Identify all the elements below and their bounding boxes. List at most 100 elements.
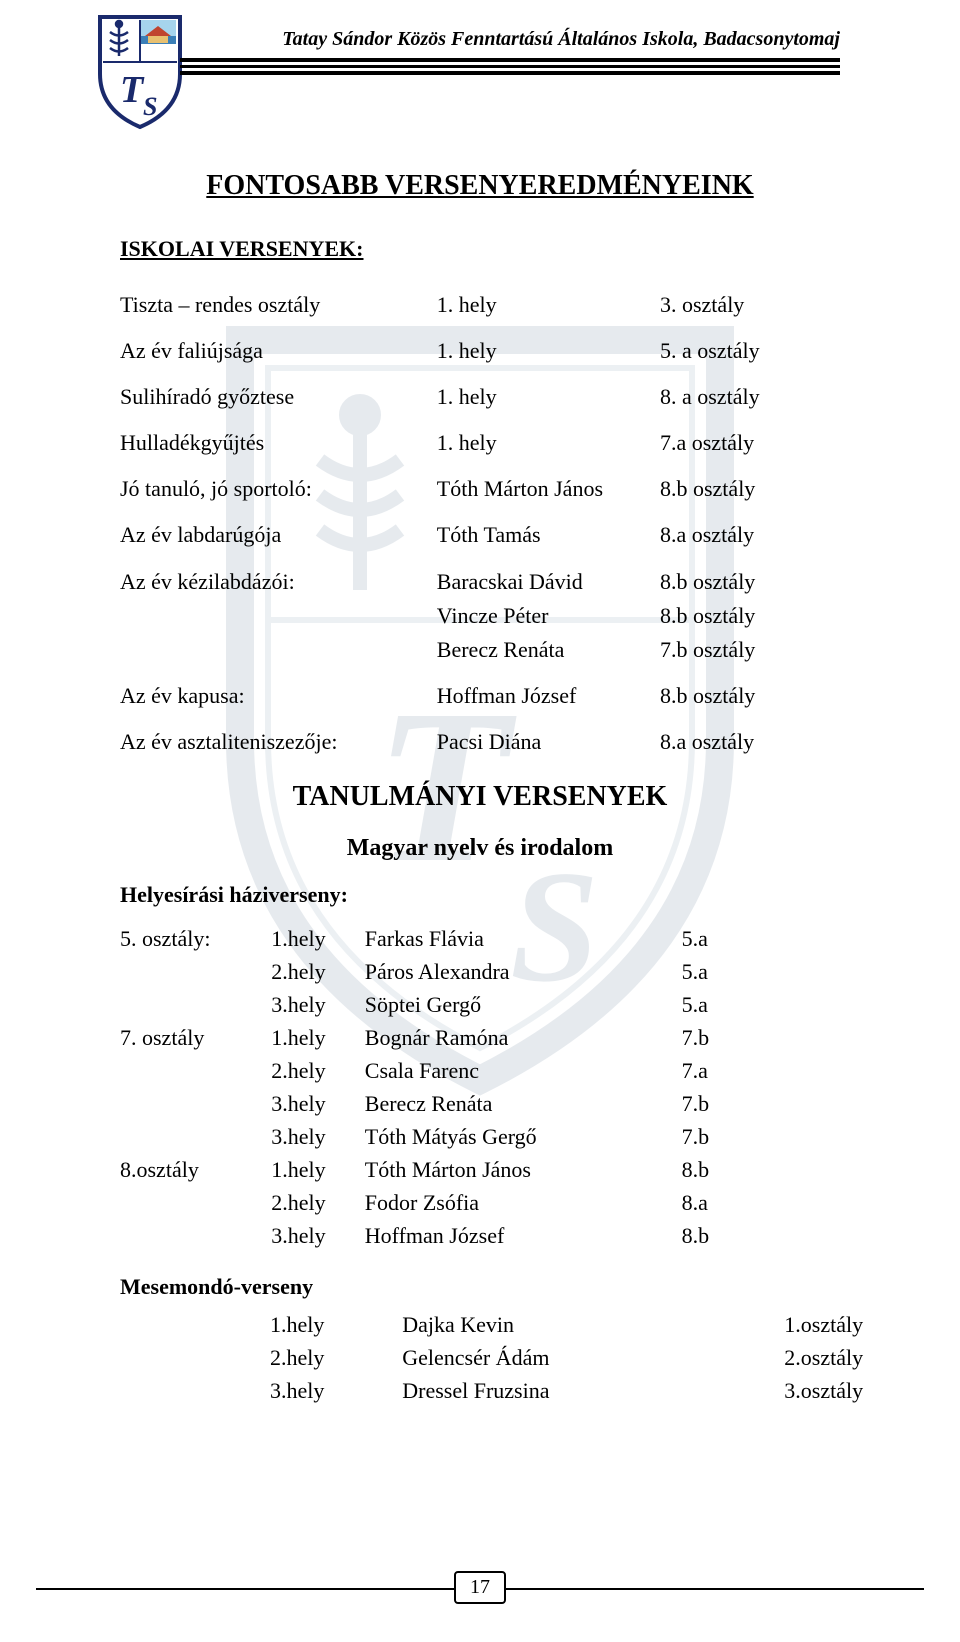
table-row: 3.helyTóth Mátyás Gergő7.b: [120, 1120, 840, 1153]
result-label: Az év kapusa:: [120, 679, 437, 713]
section-heading-helyesiras: Helyesírási háziverseny:: [120, 882, 840, 908]
name-cell: Hoffman József: [365, 1219, 682, 1252]
name-cell: Gelencsér Ádám: [402, 1341, 784, 1374]
table-row: 5. osztály:1.helyFarkas Flávia5.a: [120, 922, 840, 955]
grade-cell: [120, 1120, 271, 1153]
table-row: Az év asztaliteniszezője:Pacsi Diána8.a …: [120, 725, 840, 759]
result-label: Az év asztaliteniszezője:: [120, 725, 437, 759]
place-cell: 1.hely: [270, 1308, 402, 1341]
grade-cell: 8.osztály: [120, 1153, 271, 1186]
result-mid: Hoffman József: [437, 679, 660, 713]
table-row: Tiszta – rendes osztály1. hely3. osztály: [120, 288, 840, 322]
result-mid: 1. hely: [437, 334, 660, 368]
table-row: Hulladékgyűjtés1. hely7.a osztály: [120, 426, 840, 460]
result-class: 8.b osztály: [660, 599, 840, 633]
result-class: 5. a osztály: [660, 334, 840, 368]
result-mid: Pacsi Diána: [437, 725, 660, 759]
table-row: Sulihíradó győztese1. hely8. a osztály: [120, 380, 840, 414]
page-title: FONTOSABB VERSENYEREDMÉNYEINK: [120, 170, 840, 202]
result-class: 7.a osztály: [660, 426, 840, 460]
result-mid: 1. hely: [437, 288, 660, 322]
class-cell: 5.a: [682, 922, 840, 955]
name-cell: Dajka Kevin: [402, 1308, 784, 1341]
section-heading-iskolai: ISKOLAI VERSENYEK:: [120, 236, 840, 262]
section-heading-tanulmanyi: TANULMÁNYI VERSENYEK: [120, 781, 840, 813]
place-cell: 3.hely: [271, 1120, 365, 1153]
class-cell: 5.a: [682, 955, 840, 988]
table-row: Az év faliújsága1. hely5. a osztály: [120, 334, 840, 368]
table-row: Vincze Péter8.b osztály: [120, 599, 840, 633]
school-logo-icon: T S: [95, 12, 185, 137]
class-cell: 7.a: [682, 1054, 840, 1087]
class-cell: 8.b: [682, 1219, 840, 1252]
place-cell: 1.hely: [271, 1021, 365, 1054]
result-label: Tiszta – rendes osztály: [120, 288, 437, 322]
name-cell: Dressel Fruzsina: [402, 1374, 784, 1407]
place-cell: 1.hely: [271, 922, 365, 955]
place-cell: 3.hely: [271, 1219, 365, 1252]
class-cell: 2.osztály: [784, 1341, 960, 1374]
result-class: 8.b osztály: [660, 472, 840, 506]
place-cell: 3.hely: [271, 1087, 365, 1120]
table-row: 2.helyCsala Farenc7.a: [120, 1054, 840, 1087]
result-label: Az év labdarúgója: [120, 518, 437, 552]
name-cell: Tóth Márton János: [365, 1153, 682, 1186]
grade-cell: [120, 1054, 271, 1087]
result-mid: Baracskai Dávid: [437, 565, 660, 599]
result-class: 8.b osztály: [660, 565, 840, 599]
result-mid: Vincze Péter: [437, 599, 660, 633]
class-cell: 7.b: [682, 1087, 840, 1120]
grade-cell: [120, 955, 271, 988]
table-row: Az év labdarúgójaTóth Tamás8.a osztály: [120, 518, 840, 552]
name-cell: Csala Farenc: [365, 1054, 682, 1087]
result-mid: Tóth Tamás: [437, 518, 660, 552]
place-cell: 3.hely: [271, 988, 365, 1021]
class-cell: 7.b: [682, 1021, 840, 1054]
page-header: T S Tatay Sándor Közös Fenntartású Által…: [120, 0, 840, 130]
table-row: 3.helyDressel Fruzsina3.osztály: [270, 1374, 960, 1407]
class-cell: 8.a: [682, 1186, 840, 1219]
result-class: 7.b osztály: [660, 633, 840, 667]
grade-cell: [120, 988, 271, 1021]
grade-cell: [120, 1186, 271, 1219]
result-mid: 1. hely: [437, 426, 660, 460]
name-cell: Farkas Flávia: [365, 922, 682, 955]
section-heading-mesemondo: Mesemondó-verseny: [120, 1274, 840, 1300]
svg-text:T: T: [120, 69, 145, 111]
name-cell: Tóth Mátyás Gergő: [365, 1120, 682, 1153]
result-class: 3. osztály: [660, 288, 840, 322]
result-class: 8.a osztály: [660, 518, 840, 552]
result-class: 8. a osztály: [660, 380, 840, 414]
place-cell: 2.hely: [271, 955, 365, 988]
result-label: [120, 633, 437, 667]
result-class: 8.b osztály: [660, 679, 840, 713]
class-cell: 7.b: [682, 1120, 840, 1153]
table-row: 1.helyDajka Kevin1.osztály: [270, 1308, 960, 1341]
result-mid: Tóth Márton János: [437, 472, 660, 506]
page-number-value: 17: [454, 1571, 506, 1604]
svg-text:S: S: [143, 92, 157, 121]
class-cell: 5.a: [682, 988, 840, 1021]
page-number: 17: [0, 1571, 960, 1604]
class-cell: 1.osztály: [784, 1308, 960, 1341]
result-label: Az év kézilabdázói:: [120, 565, 437, 599]
mesemondo-table: 1.helyDajka Kevin1.osztály2.helyGelencsé…: [270, 1308, 960, 1407]
result-mid: Berecz Renáta: [437, 633, 660, 667]
header-divider: [180, 58, 840, 78]
section-heading-magyar: Magyar nyelv és irodalom: [120, 835, 840, 862]
grade-cell: 5. osztály:: [120, 922, 271, 955]
grade-cell: 7. osztály: [120, 1021, 271, 1054]
class-cell: 3.osztály: [784, 1374, 960, 1407]
table-row: 2.helyFodor Zsófia8.a: [120, 1186, 840, 1219]
result-class: 8.a osztály: [660, 725, 840, 759]
place-cell: 2.hely: [271, 1054, 365, 1087]
table-row: 3.helySöptei Gergő5.a: [120, 988, 840, 1021]
place-cell: 2.hely: [271, 1186, 365, 1219]
place-cell: 2.hely: [270, 1341, 402, 1374]
table-row: Berecz Renáta7.b osztály: [120, 633, 840, 667]
result-label: Sulihíradó győztese: [120, 380, 437, 414]
iskolai-table: Tiszta – rendes osztály1. hely3. osztály…: [120, 288, 840, 759]
table-row: Jó tanuló, jó sportoló:Tóth Márton János…: [120, 472, 840, 506]
table-row: Az év kézilabdázói:Baracskai Dávid8.b os…: [120, 565, 840, 599]
grade-cell: [120, 1087, 271, 1120]
